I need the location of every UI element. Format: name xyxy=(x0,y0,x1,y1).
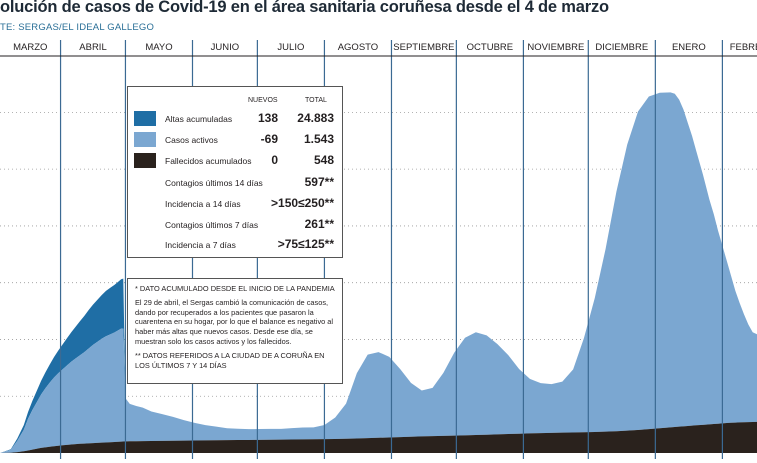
stats-extra-label: Contagios últimos 7 días xyxy=(165,220,259,230)
covid-area-chart: MARZO ABRIL MAYO JUNIO JULIO AGOSTO SEPTIEMBRE… xyxy=(0,40,757,459)
stats-row-activos: Casos activos -69 1.543 xyxy=(128,132,342,148)
month-label: NOVIEMBRE xyxy=(527,42,584,53)
stats-row-total: 548 xyxy=(313,153,334,167)
stats-row-new: -69 xyxy=(260,132,278,146)
stats-extra-incidencia-14: Incidencia a 14 días >150≤250** xyxy=(128,196,342,212)
stats-row-new: 0 xyxy=(271,153,278,167)
month-label: ENERO xyxy=(672,42,706,53)
stats-header-new: NUEVOS xyxy=(248,97,278,104)
month-label: FEBRERO xyxy=(730,42,757,53)
month-label: ABRIL xyxy=(79,42,106,53)
month-label: JULIO xyxy=(277,42,304,53)
stats-extra-incidencia-7: Incidencia a 7 días >75≤125** xyxy=(128,237,342,253)
stats-row-total: 24.883 xyxy=(297,111,334,125)
month-label: OCTUBRE xyxy=(467,42,513,53)
note-city-data: ** DATOS REFERIDOS A LA CIUDAD DE A CORU… xyxy=(135,350,325,370)
altas-swatch xyxy=(134,111,156,126)
stats-extra-value: 261** xyxy=(304,217,334,231)
chart-title: olución de casos de Covid-19 en el área … xyxy=(0,0,609,16)
stats-extra-value: >75≤125** xyxy=(277,237,334,251)
fallecidos-area xyxy=(0,421,757,453)
month-label: SEPTIEMBRE xyxy=(393,42,454,53)
month-label: JUNIO xyxy=(211,42,240,53)
chart-areas xyxy=(0,92,757,453)
activos-swatch xyxy=(134,132,156,147)
stats-extra-contagios-7: Contagios últimos 7 días 261** xyxy=(128,217,342,233)
month-label: AGOSTO xyxy=(338,42,378,53)
stats-row-new: 138 xyxy=(257,111,278,125)
stats-extra-value: >150≤250** xyxy=(271,196,334,210)
chart-source: TE: SERGAS/EL IDEAL GALLEGO xyxy=(0,22,155,33)
activos-area xyxy=(0,92,757,453)
stats-extra-label: Incidencia a 14 días xyxy=(165,199,241,209)
stats-row-fallecidos: Fallecidos acumulados 0 548 xyxy=(128,153,342,169)
note-cumulative: * DATO ACUMULADO DESDE EL INICIO DE LA P… xyxy=(135,284,335,293)
stats-extra-label: Contagios últimos 14 días xyxy=(165,178,263,188)
stats-header-total: TOTAL xyxy=(305,97,327,104)
month-label: DICIEMBRE xyxy=(595,42,648,53)
fallecidos-swatch xyxy=(134,153,156,168)
note-sergas-change: El 29 de abril, el Sergas cambió la comu… xyxy=(135,297,334,346)
notes-panel: * DATO ACUMULADO DESDE EL INICIO DE LA P… xyxy=(127,278,343,384)
month-axis: MARZO ABRIL MAYO JUNIO JULIO AGOSTO SEPTIEMBRE… xyxy=(0,40,757,459)
month-label: MAYO xyxy=(145,42,172,53)
stats-row-label: Fallecidos acumulados xyxy=(165,156,252,166)
stats-extra-value: 597** xyxy=(304,175,334,189)
stats-extra-contagios-14: Contagios últimos 14 días 597** xyxy=(128,175,342,191)
stats-row-label: Casos activos xyxy=(165,135,218,145)
stats-panel: NUEVOS TOTAL Altas acumuladas 138 24.883… xyxy=(127,86,343,258)
stats-row-total: 1.543 xyxy=(303,132,334,146)
month-label: MARZO xyxy=(13,42,47,53)
stats-row-altas: Altas acumuladas 138 24.883 xyxy=(128,111,342,127)
stats-extra-label: Incidencia a 7 días xyxy=(165,240,236,250)
stats-row-label: Altas acumuladas xyxy=(165,114,233,124)
